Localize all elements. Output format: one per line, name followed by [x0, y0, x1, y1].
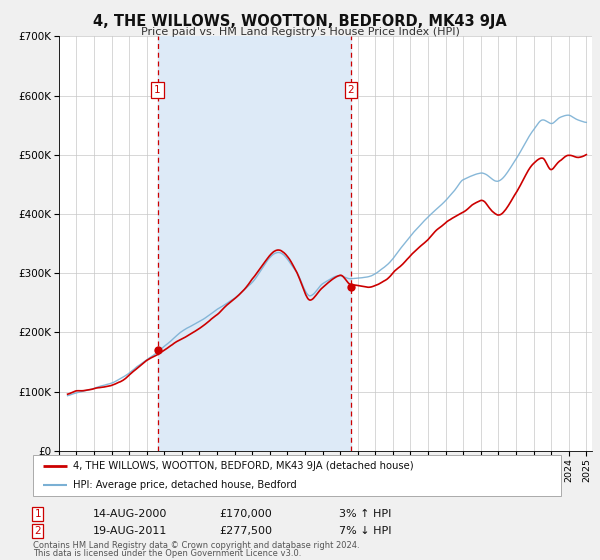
Text: £170,000: £170,000	[219, 509, 272, 519]
Text: 2: 2	[348, 85, 355, 95]
Text: 1: 1	[154, 85, 161, 95]
Text: 4, THE WILLOWS, WOOTTON, BEDFORD, MK43 9JA (detached house): 4, THE WILLOWS, WOOTTON, BEDFORD, MK43 9…	[73, 461, 413, 471]
Text: Price paid vs. HM Land Registry's House Price Index (HPI): Price paid vs. HM Land Registry's House …	[140, 27, 460, 37]
Text: 4, THE WILLOWS, WOOTTON, BEDFORD, MK43 9JA: 4, THE WILLOWS, WOOTTON, BEDFORD, MK43 9…	[93, 14, 507, 29]
Text: 7% ↓ HPI: 7% ↓ HPI	[339, 526, 391, 536]
Text: 19-AUG-2011: 19-AUG-2011	[93, 526, 167, 536]
Text: 2: 2	[34, 526, 41, 536]
Text: 1: 1	[34, 509, 41, 519]
Text: HPI: Average price, detached house, Bedford: HPI: Average price, detached house, Bedf…	[73, 480, 296, 489]
Text: Contains HM Land Registry data © Crown copyright and database right 2024.: Contains HM Land Registry data © Crown c…	[33, 541, 359, 550]
Text: £277,500: £277,500	[219, 526, 272, 536]
Text: This data is licensed under the Open Government Licence v3.0.: This data is licensed under the Open Gov…	[33, 549, 301, 558]
Bar	[158, 36, 351, 451]
Text: 14-AUG-2000: 14-AUG-2000	[93, 509, 167, 519]
Text: 3% ↑ HPI: 3% ↑ HPI	[339, 509, 391, 519]
